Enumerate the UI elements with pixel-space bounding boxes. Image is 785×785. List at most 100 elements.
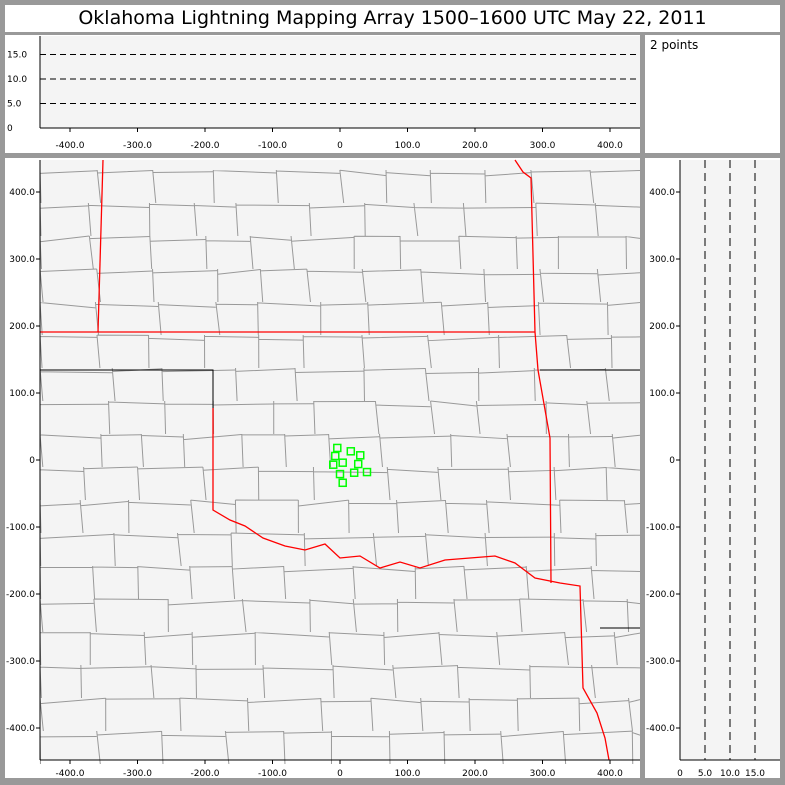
county-line	[39, 268, 97, 303]
x-tick-label: 200.0	[462, 141, 488, 151]
plan-view-panel: -400.0 -300.0 -200.0 -100.0 0 100.0 200.0 300.0…	[5, 158, 641, 779]
county-line	[108, 400, 165, 435]
county-line	[484, 532, 555, 567]
county-line	[191, 631, 256, 666]
county-line	[559, 499, 625, 534]
county-line	[275, 169, 340, 204]
county-line	[589, 169, 641, 204]
county-line	[370, 697, 421, 732]
y-tick-label: -200.0	[646, 590, 675, 600]
county-line	[137, 565, 190, 600]
station-marker	[356, 451, 365, 460]
county-line	[475, 400, 547, 435]
county-line	[79, 499, 129, 534]
county-line	[367, 301, 442, 336]
county-line	[388, 730, 445, 765]
altitude-vs-x-panel: 0 5.0 10.0 15.0 -400.0 -300.0 -200.0 -100.0 0 100…	[5, 35, 640, 153]
county-line	[96, 730, 162, 765]
county-line	[283, 565, 354, 600]
county-line	[443, 730, 501, 765]
county-line	[463, 565, 527, 600]
y-tick-label: -400.0	[646, 724, 675, 734]
county-line	[420, 697, 470, 732]
county-line	[149, 235, 206, 270]
county-line	[241, 598, 310, 633]
county-line	[257, 301, 321, 336]
county-line	[257, 466, 314, 501]
county-line	[258, 334, 304, 369]
county-line	[591, 664, 641, 699]
county-line	[157, 301, 216, 336]
county-line	[128, 499, 191, 534]
station-marker	[333, 443, 342, 453]
county-line	[234, 499, 299, 534]
county-line	[500, 730, 564, 765]
county-line	[438, 631, 497, 666]
county-line	[332, 664, 393, 699]
county-line	[430, 400, 477, 435]
y-tick-label: 200.0	[9, 322, 35, 332]
county-line	[396, 499, 446, 534]
county-line	[83, 466, 138, 501]
county-line	[498, 334, 567, 369]
county-line	[235, 367, 296, 402]
y-tick-label: 0	[669, 456, 675, 466]
county-line	[626, 598, 641, 633]
county-line	[148, 202, 195, 237]
county-line	[590, 565, 641, 600]
county-line	[399, 235, 459, 270]
county-line	[195, 664, 263, 699]
x-tick-label: -200.0	[190, 769, 219, 778]
county-line	[320, 301, 368, 336]
station-marker	[338, 478, 347, 488]
county-line	[353, 235, 401, 270]
county-line	[89, 631, 145, 666]
x-tick-label: -400.0	[55, 769, 84, 778]
histogram-panel: 2 points	[645, 35, 780, 153]
county-line	[204, 334, 259, 369]
county-line	[212, 169, 277, 204]
county-line	[80, 664, 152, 699]
county-line	[450, 433, 507, 468]
county-line	[595, 532, 641, 567]
county-line	[148, 334, 205, 369]
county-line	[456, 664, 530, 699]
county-line	[562, 730, 633, 765]
county-line	[302, 334, 362, 369]
county-line	[596, 268, 641, 303]
county-line	[262, 664, 333, 699]
county-line	[352, 565, 416, 600]
county-line	[320, 697, 371, 732]
y-tick-label: 15.0	[7, 51, 27, 61]
county-line	[392, 664, 458, 699]
county-line	[254, 631, 330, 666]
county-line	[385, 169, 431, 204]
county-line	[424, 532, 486, 567]
x-tick-label: -400.0	[55, 141, 84, 151]
x-tick-label: 0	[337, 769, 343, 778]
county-line	[578, 697, 629, 732]
county-line	[427, 334, 499, 369]
county-line	[352, 598, 398, 633]
county-line	[519, 598, 583, 633]
county-line	[189, 565, 233, 600]
county-line	[516, 697, 580, 732]
county-line	[297, 499, 349, 534]
x-tick-label: 400.0	[597, 141, 623, 151]
station-marker	[362, 467, 372, 477]
y-tick-label: -400.0	[6, 724, 35, 734]
plot-title: Oklahoma Lightning Mapping Array 1500–16…	[5, 5, 780, 32]
county-line	[606, 301, 641, 336]
county-line	[414, 565, 464, 600]
county-line	[328, 631, 384, 666]
y-tick-label: 200.0	[649, 322, 675, 332]
county-line	[363, 367, 426, 402]
county-line	[372, 532, 426, 567]
county-line	[379, 433, 451, 468]
county-line	[259, 268, 307, 303]
county-line	[273, 400, 314, 435]
county-line	[582, 598, 628, 633]
county-line	[87, 202, 150, 237]
y-tick-label: 300.0	[649, 255, 675, 265]
x-tick-label: 300.0	[530, 141, 556, 151]
